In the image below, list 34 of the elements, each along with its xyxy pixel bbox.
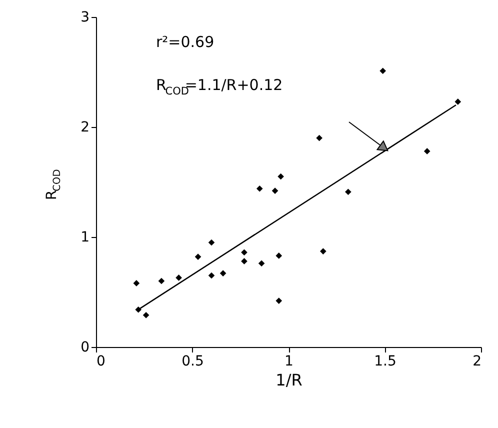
point xyxy=(320,248,326,254)
x-tick-label: 2 xyxy=(472,354,482,370)
point xyxy=(194,254,202,260)
point xyxy=(220,270,226,276)
point xyxy=(133,280,140,286)
x-tick-label: 0.5 xyxy=(182,354,204,370)
point xyxy=(380,68,386,74)
x-tick-label: 1 xyxy=(284,354,294,370)
x-tick-label: 0 xyxy=(96,354,106,370)
point xyxy=(208,239,215,246)
point xyxy=(345,188,352,196)
point xyxy=(241,249,248,256)
point xyxy=(241,258,248,264)
y-tick-label: 0 xyxy=(80,340,90,356)
point xyxy=(256,185,263,192)
point xyxy=(316,134,322,142)
point xyxy=(424,148,430,154)
x-tick-label: 1.5 xyxy=(374,354,396,370)
annotation: r²=0.69 xyxy=(156,33,214,51)
y-tick-label: 2 xyxy=(80,120,90,136)
point xyxy=(142,312,150,318)
y-tick-label: 1 xyxy=(80,230,90,246)
text: RCOD xyxy=(44,169,64,200)
point xyxy=(278,173,284,180)
point xyxy=(208,272,215,279)
x-axis-title: 1/R xyxy=(276,370,302,390)
point xyxy=(276,252,282,259)
point xyxy=(276,298,282,304)
y-tick-label: 3 xyxy=(80,10,90,26)
point xyxy=(454,98,462,105)
point xyxy=(158,278,165,284)
point xyxy=(272,188,278,194)
point xyxy=(258,260,265,267)
point xyxy=(176,274,182,281)
